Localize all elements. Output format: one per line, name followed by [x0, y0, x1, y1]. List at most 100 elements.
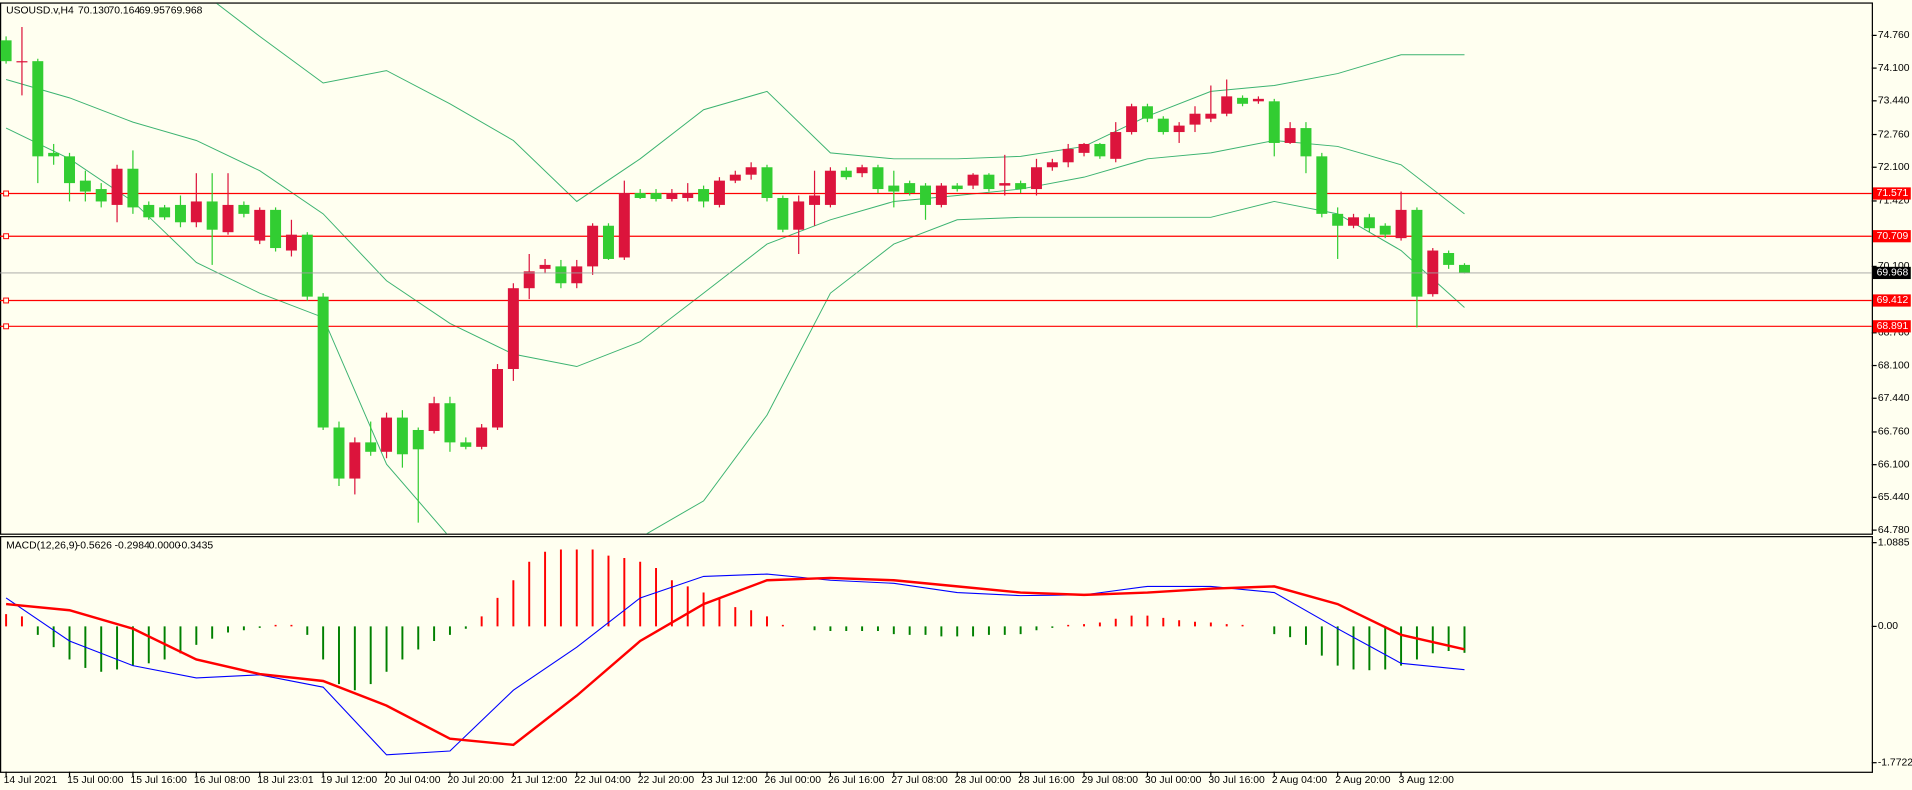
- candle-body: [888, 185, 900, 192]
- candle-body: [935, 185, 947, 205]
- x-tick-label: 23 Jul 12:00: [701, 775, 758, 786]
- x-tick-label: 27 Jul 08:00: [891, 775, 948, 786]
- candle-body: [381, 417, 393, 452]
- macd-readout: -0.5626: [77, 541, 112, 552]
- y-tick-label: 74.760: [1878, 30, 1910, 41]
- level-label: 70.709: [1877, 231, 1909, 242]
- candle-body: [1252, 98, 1264, 102]
- candle-body: [682, 193, 694, 198]
- level-marker: [3, 190, 10, 197]
- candle-body: [777, 197, 789, 230]
- candle-body: [254, 209, 266, 241]
- candle-body: [206, 201, 218, 230]
- candle-body: [523, 271, 535, 289]
- ohlc-readout: 69.968: [171, 6, 203, 17]
- candle-body: [460, 442, 472, 447]
- y-tick-label: 72.100: [1878, 162, 1910, 173]
- macd-line: [5, 576, 1465, 747]
- y-tick-label: 1.0885: [1878, 537, 1910, 548]
- y-tick-label: 73.440: [1878, 96, 1910, 107]
- macd-readout: -0.3435: [178, 541, 213, 552]
- candle-body: [174, 204, 186, 223]
- candle-body: [666, 193, 678, 199]
- candle-body: [824, 170, 836, 205]
- y-tick-label: 0.00: [1878, 621, 1898, 632]
- level-marker: [3, 323, 10, 330]
- candle-body: [920, 185, 932, 205]
- level-marker: [3, 297, 10, 304]
- macd-readout: 0.0000: [149, 541, 181, 552]
- candle-body: [745, 167, 757, 175]
- level-tag: [1872, 230, 1911, 243]
- level-label: 68.891: [1877, 321, 1909, 332]
- candle-body: [1094, 143, 1106, 157]
- x-tick-label: 20 Jul 04:00: [384, 775, 441, 786]
- candle-body: [1363, 217, 1375, 229]
- candle-body: [602, 225, 614, 259]
- candle-body: [1126, 106, 1138, 133]
- symbol-title: USOUSD.v,H4: [6, 6, 74, 17]
- candle-body: [1110, 132, 1122, 159]
- candle-body: [95, 189, 107, 202]
- candle-body: [492, 369, 503, 428]
- candle-body: [270, 209, 282, 249]
- x-tick-label: 22 Jul 04:00: [574, 775, 631, 786]
- level-marker: [3, 233, 10, 240]
- candle-body: [16, 61, 28, 63]
- candle-body: [127, 168, 139, 208]
- candle-body: [840, 170, 852, 178]
- candle-body: [285, 234, 297, 251]
- candle-body: [1189, 113, 1201, 125]
- candle-body: [238, 204, 250, 214]
- candle-body: [476, 427, 488, 447]
- candle-body: [333, 427, 345, 479]
- candle-body: [555, 266, 567, 284]
- candle-body: [1332, 213, 1344, 226]
- candle-body: [396, 417, 408, 455]
- candle-body: [1316, 156, 1328, 214]
- candle-body: [159, 207, 171, 218]
- x-tick-label: 19 Jul 12:00: [321, 775, 378, 786]
- x-tick-label: 20 Jul 20:00: [448, 775, 505, 786]
- candle-body: [412, 429, 424, 450]
- y-tick-label: 68.100: [1878, 360, 1910, 371]
- candle-body: [1141, 106, 1153, 119]
- y-tick-label: 71.420: [1878, 196, 1910, 207]
- x-tick-label: 3 Aug 12:00: [1399, 775, 1455, 786]
- candle-body: [1221, 96, 1233, 114]
- x-tick-label: 30 Jul 16:00: [1208, 775, 1265, 786]
- candle-body: [650, 193, 662, 199]
- y-tick-label: 66.760: [1878, 427, 1910, 438]
- candle-body: [301, 234, 313, 297]
- level-label: 71.571: [1877, 188, 1909, 199]
- y-tick-label: 65.440: [1878, 492, 1910, 503]
- candle-body: [428, 403, 440, 431]
- candle-body: [507, 288, 519, 370]
- level-label: 69.412: [1877, 295, 1909, 306]
- candle-body: [793, 201, 805, 230]
- candle-body: [32, 61, 44, 157]
- x-tick-label: 22 Jul 20:00: [638, 775, 695, 786]
- candle-body: [222, 204, 234, 233]
- candle-body: [365, 442, 377, 452]
- candle-body: [967, 174, 979, 186]
- macd-panel-frame: [0, 536, 1873, 773]
- x-tick-label: 14 Jul 2021: [4, 775, 58, 786]
- candle-body: [1205, 113, 1217, 119]
- candle-body: [1237, 97, 1249, 104]
- x-tick-label: 30 Jul 00:00: [1145, 775, 1202, 786]
- ohlc-readout: 70.164: [109, 6, 141, 17]
- candle-body: [587, 225, 599, 267]
- candle-body: [0, 40, 12, 62]
- band-line: [5, 79, 1465, 368]
- candle-body: [79, 180, 91, 192]
- x-tick-label: 16 Jul 08:00: [194, 775, 251, 786]
- candle-body: [1443, 253, 1455, 265]
- candle-body: [951, 185, 963, 190]
- x-tick-label: 26 Jul 16:00: [828, 775, 885, 786]
- y-tick-label: 67.440: [1878, 393, 1910, 404]
- candle-body: [1379, 225, 1391, 235]
- candle-body: [1157, 118, 1169, 133]
